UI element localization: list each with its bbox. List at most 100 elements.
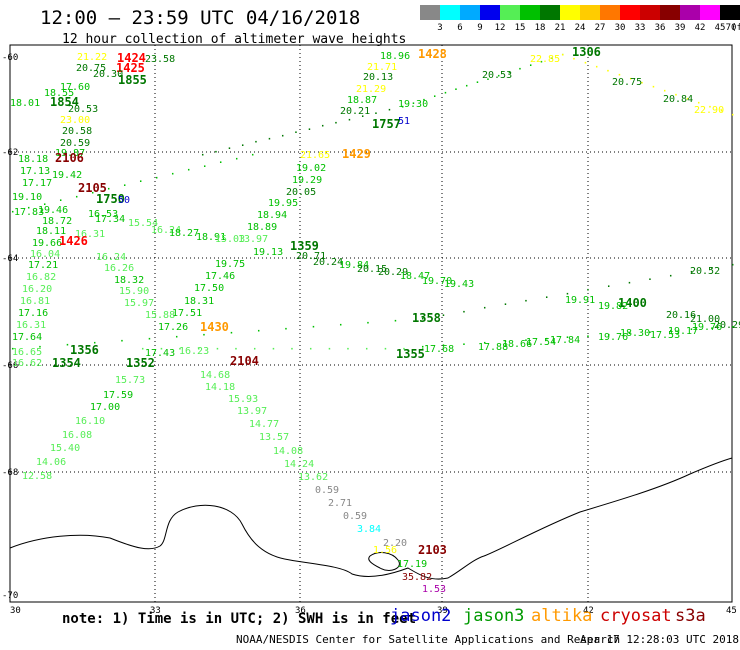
wave-height-label: 20.59 [60, 138, 90, 149]
time-label: 1352 [126, 356, 155, 370]
scale-swatch [460, 5, 480, 20]
track-mark: · [627, 279, 632, 289]
wave-height-label: 18.96 [380, 51, 410, 62]
wave-height-label: 19.82 [598, 301, 628, 312]
track-mark: · [565, 334, 570, 344]
wave-height-label: 14.68 [200, 370, 230, 381]
wave-height-label: 21.71 [367, 62, 397, 73]
track-mark: · [565, 290, 570, 300]
wave-height-label: 17.50 [194, 283, 224, 294]
lat-tick-label: -64 [2, 254, 18, 264]
track-mark: · [730, 261, 735, 271]
wave-height-label: 20.52 [690, 266, 720, 277]
scale-label: 9 [477, 23, 483, 33]
wave-height-label: 14.24 [284, 459, 314, 470]
track-mark: · [256, 327, 261, 337]
track-mark: · [347, 116, 352, 126]
scale-swatch [700, 5, 720, 20]
wave-height-label: 20.84 [663, 94, 693, 105]
time-label: 1757 [372, 117, 401, 131]
wave-height-label: 15.73 [115, 375, 145, 386]
track-mark: · [420, 345, 425, 355]
track-mark: · [420, 315, 425, 325]
track-mark: · [401, 345, 406, 355]
track-mark: · [320, 122, 325, 132]
track-mark: · [364, 345, 369, 355]
wave-height-label: 17.54 [526, 337, 556, 348]
footer-timestamp: Apr 17 12:28:03 UTC 2018 [580, 633, 739, 646]
time-label: 1400 [618, 296, 647, 310]
track-mark: · [293, 129, 298, 139]
track-mark: · [252, 345, 257, 355]
wave-height-label: 23.58 [145, 54, 175, 65]
track-mark: · [583, 59, 588, 69]
wave-height-label: 17.43 [145, 348, 175, 359]
track-mark: · [174, 333, 179, 343]
wave-height-label: 19.02 [296, 163, 326, 174]
track-mark: · [606, 283, 611, 293]
wave-height-label: 19.42 [52, 170, 82, 181]
page-title: 12:00 – 23:59 UTC 04/16/2018 [40, 7, 361, 29]
wave-height-label: 20.24 [313, 257, 343, 268]
lon-tick-label: 42 [583, 606, 594, 616]
track-mark: · [387, 106, 392, 116]
wave-height-label: 17.51 [172, 308, 202, 319]
track-mark: · [668, 327, 673, 337]
track-mark: · [617, 71, 622, 81]
wave-height-label: 1.53 [422, 584, 446, 595]
scale-label: 39 [674, 23, 686, 33]
wave-height-label: 20.21 [340, 106, 370, 117]
track-mark: · [585, 332, 590, 342]
track-mark: · [267, 135, 272, 145]
track-mark: · [400, 103, 405, 113]
wave-height-label: 19.84 [339, 260, 369, 271]
wave-height-label: 17.68 [424, 344, 454, 355]
track-mark: · [503, 338, 508, 348]
scale-label: 42 [694, 23, 706, 33]
wave-height-label: 15.40 [50, 443, 80, 454]
wave-height-label: 18.89 [247, 222, 277, 233]
time-label: 1426 [59, 234, 88, 248]
scale-label: 21 [554, 23, 566, 33]
wave-height-label: 20.53 [68, 104, 98, 115]
track-mark: · [421, 96, 426, 106]
track-mark: · [177, 345, 182, 355]
lat-tick-label: -70 [2, 591, 18, 601]
wave-height-label: 16.26 [104, 263, 134, 274]
lon-tick-label: 39 [437, 606, 448, 616]
island-coastline [368, 552, 400, 571]
wave-height-label: 16.82 [26, 272, 56, 283]
scale-label: 27 [594, 23, 606, 33]
wave-height-label: 17.83 [14, 207, 44, 218]
wave-height-label: 2.20 [383, 538, 407, 549]
wave-height-label: 17.53 [650, 330, 680, 341]
graticule [10, 45, 732, 602]
wave-height-label: 21.29 [356, 84, 386, 95]
time-label: 1356 [70, 343, 99, 357]
track-mark: · [37, 343, 42, 353]
wave-height-label: 19.46 [38, 205, 68, 216]
track-mark: · [432, 93, 437, 103]
wave-height-label: 15.90 [119, 286, 149, 297]
wave-height-label: 13.97 [238, 234, 268, 245]
track-mark: · [106, 185, 111, 195]
page-subtitle: 12 hour collection of altimeter wave hei… [62, 32, 407, 47]
wave-height-label: 19.91 [565, 295, 595, 306]
time-label: 1359 [290, 239, 319, 253]
wave-height-label: 16.31 [16, 320, 46, 331]
lon-axis-labels: 30 33 36 39 42 45 [10, 606, 737, 616]
track-mark: · [453, 86, 458, 96]
track-mark: · [689, 268, 694, 278]
scale-label: 33 [634, 23, 646, 33]
scale-swatch [640, 5, 660, 20]
wave-height-label: 20.58 [62, 126, 92, 137]
scale-swatch [500, 5, 520, 20]
track-mark: · [338, 321, 343, 331]
track-mark: · [170, 170, 175, 180]
wave-height-label: 51 [398, 116, 410, 127]
wave-height-label: 50 [118, 195, 130, 206]
wave-height-label: 17.21 [28, 260, 58, 271]
wave-height-label: 21.65 [300, 150, 330, 161]
wave-height-label: 16.20 [22, 284, 52, 295]
track-mark: · [271, 345, 276, 355]
